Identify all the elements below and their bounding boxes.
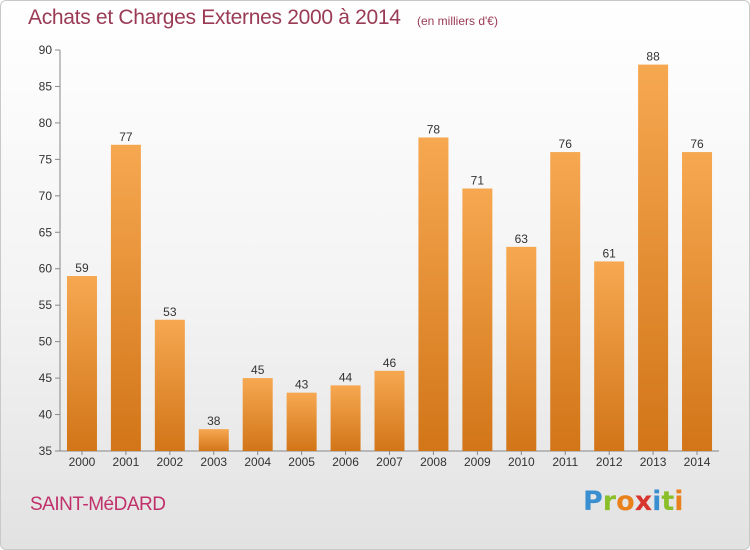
chart-subtitle: (en milliers d'€) <box>417 14 498 28</box>
bar-value-label: 77 <box>119 130 133 144</box>
bar-value-label: 63 <box>515 232 529 246</box>
axes: 35 40 45 50 55 60 65 70 75 80 85 90 <box>39 43 719 458</box>
bar <box>198 429 229 451</box>
bar <box>506 246 537 451</box>
y-tick-label: 40 <box>39 408 53 422</box>
y-tick-label: 35 <box>39 444 53 458</box>
proxiti-logo: Proxiti <box>583 486 684 517</box>
bar <box>242 378 273 451</box>
logo-letter: t <box>661 486 675 517</box>
x-tick-label: 2013 <box>640 455 667 469</box>
bar <box>682 152 713 451</box>
bar-value-label: 46 <box>383 356 397 370</box>
logo-letter: x <box>634 486 653 517</box>
bar-value-label: 38 <box>207 414 221 428</box>
bar-value-label: 43 <box>295 378 309 392</box>
logo-letter: i <box>674 486 684 517</box>
x-tick-label: 2007 <box>376 455 403 469</box>
y-tick-label: 70 <box>39 189 53 203</box>
bar <box>462 188 493 451</box>
bar <box>286 392 317 451</box>
y-tick-label: 80 <box>39 116 53 130</box>
chart-title: Achats et Charges Externes 2000 à 2014 <box>28 6 401 29</box>
y-tick-label: 85 <box>39 79 53 93</box>
commune-name: SAINT-MéDARD <box>30 494 166 515</box>
logo-letter: P <box>583 486 603 517</box>
bar-value-label: 88 <box>646 50 660 64</box>
bar <box>66 276 97 451</box>
x-tick-label: 2011 <box>552 455 578 469</box>
labels-group: 59 2000 77 2001 53 2002 38 2003 45 2004 43 2005 44 20… <box>69 50 711 469</box>
bar-value-label: 71 <box>471 174 485 188</box>
bar <box>154 319 185 451</box>
logo-letter: r <box>602 486 617 517</box>
bar <box>638 64 669 451</box>
bar <box>594 261 625 451</box>
x-tick-label: 2012 <box>596 455 623 469</box>
bar-value-label: 44 <box>339 370 353 384</box>
bar <box>330 385 361 451</box>
bar-value-label: 53 <box>163 305 177 319</box>
x-tick-label: 2001 <box>113 455 140 469</box>
bar-value-label: 76 <box>690 137 704 151</box>
x-tick-label: 2002 <box>156 455 183 469</box>
bar <box>418 137 449 451</box>
x-tick-label: 2003 <box>200 455 227 469</box>
y-tick-label: 50 <box>39 335 53 349</box>
bar <box>550 152 581 451</box>
y-tick-label: 45 <box>39 371 53 385</box>
logo-letter: i <box>652 486 662 517</box>
x-tick-label: 2004 <box>244 455 271 469</box>
bar-value-label: 45 <box>251 363 265 377</box>
bar-value-label: 59 <box>75 261 89 275</box>
bar-value-label: 61 <box>602 246 616 260</box>
x-tick-label: 2008 <box>420 455 447 469</box>
x-tick-label: 2010 <box>508 455 535 469</box>
y-tick-label: 55 <box>39 298 53 312</box>
x-tick-label: 2014 <box>684 455 711 469</box>
y-tick-label: 75 <box>39 152 53 166</box>
x-tick-label: 2000 <box>69 455 96 469</box>
x-tick-label: 2005 <box>288 455 315 469</box>
bars-group <box>66 64 713 452</box>
x-tick-label: 2006 <box>332 455 359 469</box>
y-tick-label: 60 <box>39 262 53 276</box>
y-tick-label: 65 <box>39 225 53 239</box>
y-tick-label: 90 <box>39 43 53 57</box>
bar-value-label: 76 <box>559 137 573 151</box>
bar-value-label: 78 <box>427 122 441 136</box>
bar <box>110 144 141 452</box>
x-tick-label: 2009 <box>464 455 491 469</box>
bar <box>374 370 405 451</box>
logo-letter: o <box>616 486 635 517</box>
